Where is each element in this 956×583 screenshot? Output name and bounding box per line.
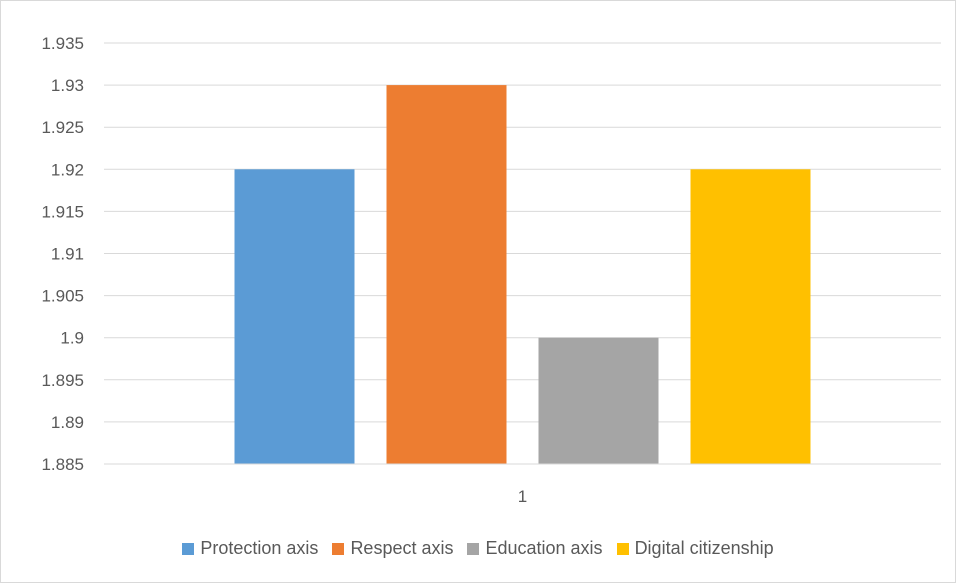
x-category-label: 1 bbox=[518, 487, 527, 506]
legend-item: Protection axis bbox=[182, 538, 318, 559]
legend-label: Respect axis bbox=[350, 538, 454, 558]
legend-item: Education axis bbox=[467, 538, 603, 559]
legend-item: Digital citizenship bbox=[616, 538, 774, 559]
y-tick-label: 1.91 bbox=[51, 245, 84, 264]
legend-label: Education axis bbox=[485, 538, 603, 558]
gridlines bbox=[104, 42, 941, 465]
bars bbox=[234, 85, 811, 465]
y-tick-label: 1.9 bbox=[60, 329, 84, 348]
legend-label: Protection axis bbox=[200, 538, 319, 558]
y-tick-label: 1.895 bbox=[41, 371, 84, 390]
legend-swatch bbox=[182, 542, 195, 555]
y-tick-label: 1.885 bbox=[41, 455, 84, 474]
bar-protection-axis bbox=[234, 169, 355, 465]
y-tick-label: 1.905 bbox=[41, 287, 84, 306]
legend-label: Digital citizenship bbox=[634, 538, 774, 558]
legend-swatch bbox=[616, 542, 629, 555]
legend-swatch bbox=[332, 542, 345, 555]
y-tick-label: 1.89 bbox=[51, 413, 84, 432]
y-tick-label: 1.93 bbox=[51, 76, 84, 95]
legend: Protection axis Respect axis Education axi… bbox=[0, 538, 956, 559]
y-tick-label: 1.935 bbox=[41, 34, 84, 53]
bar-education-axis bbox=[538, 337, 659, 464]
bar-respect-axis bbox=[386, 85, 507, 464]
y-axis-tick-labels: 1.885 1.89 1.895 1.9 1.905 1.91 1.915 1.92 1.925… bbox=[41, 34, 84, 474]
y-tick-label: 1.915 bbox=[41, 202, 84, 221]
y-tick-label: 1.92 bbox=[51, 160, 84, 179]
legend-item: Respect axis bbox=[332, 538, 453, 559]
legend-swatch bbox=[467, 542, 480, 555]
x-axis: 1 bbox=[104, 463, 941, 506]
y-tick-label: 1.925 bbox=[41, 118, 84, 137]
bar-digital-citizenship bbox=[690, 169, 811, 465]
